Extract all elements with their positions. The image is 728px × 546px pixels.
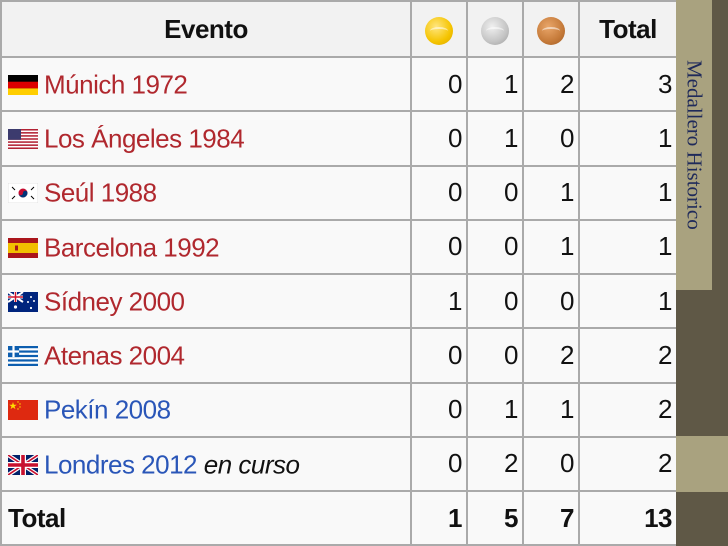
gold-count: 0 — [410, 381, 468, 438]
side-title-bar: Medallero Historico — [676, 0, 712, 290]
bronze-count: 1 — [522, 164, 580, 221]
silver-count: 1 — [466, 110, 524, 167]
event-note: en curso — [203, 449, 300, 480]
event-cell: Múnich 1972 — [0, 55, 412, 113]
silver-count: 0 — [466, 164, 524, 221]
flag-usa-icon — [8, 129, 38, 150]
event-label: Atenas 2004 — [44, 341, 185, 371]
gold-count: 0 — [410, 55, 468, 113]
bronze-count: 0 — [522, 110, 580, 167]
flag-spain-icon — [8, 237, 38, 258]
total-count: 1 — [578, 272, 678, 330]
event-link[interactable]: Atenas 2004 — [44, 340, 185, 371]
silver-count: 0 — [466, 327, 524, 384]
bronze-count: 1 — [522, 218, 580, 276]
event-link[interactable]: Sídney 2000 — [44, 286, 185, 317]
totals-row: Total 1 5 7 13 — [0, 490, 678, 546]
totals-bronze: 7 — [522, 490, 580, 546]
silver-medal-icon — [481, 16, 509, 45]
event-label: Sídney 2000 — [44, 286, 185, 316]
flag-west-germany-icon — [8, 74, 38, 95]
flag-uk-icon — [8, 454, 38, 475]
bronze-count: 0 — [522, 272, 580, 330]
table-row: Seúl 1988 0 0 1 1 — [0, 164, 678, 221]
totals-label: Total — [0, 490, 412, 546]
event-cell: Sídney 2000 — [0, 272, 412, 330]
event-label: Pekín 2008 — [44, 395, 171, 425]
table-row: Atenas 2004 0 0 2 2 — [0, 327, 678, 384]
event-link[interactable]: Londres 2012 — [44, 449, 198, 480]
totals-silver: 5 — [466, 490, 524, 546]
total-count: 2 — [578, 435, 678, 493]
event-link[interactable]: Pekín 2008 — [44, 394, 171, 425]
event-label: Múnich 1972 — [44, 69, 188, 100]
event-cell: Seúl 1988 — [0, 164, 412, 221]
bronze-count: 0 — [522, 435, 580, 493]
totals-total: 13 — [578, 490, 678, 546]
flag-china-icon — [8, 400, 38, 421]
silver-count: 0 — [466, 218, 524, 276]
table-row: Pekín 2008 0 1 1 2 — [0, 381, 678, 438]
table-row: Barcelona 1992 0 0 1 1 — [0, 218, 678, 276]
event-label: Londres 2012 en curso — [44, 449, 300, 479]
flag-greece-icon — [8, 346, 38, 367]
flag-australia-icon — [8, 291, 38, 312]
event-link[interactable]: Barcelona 1992 — [44, 232, 220, 263]
event-label: Seúl 1988 — [44, 178, 157, 208]
total-count: 1 — [578, 218, 678, 276]
total-count: 1 — [578, 164, 678, 221]
bronze-count: 1 — [522, 381, 580, 438]
gold-count: 0 — [410, 110, 468, 167]
table-row: Múnich 1972 0 1 2 3 — [0, 55, 678, 113]
event-cell: Atenas 2004 — [0, 327, 412, 384]
header-silver[interactable] — [466, 0, 524, 58]
header-bronze[interactable] — [522, 0, 580, 58]
gold-count: 0 — [410, 218, 468, 276]
event-cell: Los Ángeles 1984 — [0, 110, 412, 167]
silver-count: 1 — [466, 381, 524, 438]
total-count: 2 — [578, 327, 678, 384]
gold-count: 0 — [410, 164, 468, 221]
side-accent-block — [676, 436, 728, 492]
header-total[interactable]: Total — [578, 0, 678, 58]
flag-south-korea-icon — [8, 183, 38, 204]
header-gold[interactable] — [410, 0, 468, 58]
table-row: Sídney 2000 1 0 0 1 — [0, 272, 678, 330]
bronze-medal-icon — [537, 16, 565, 45]
medal-table: Evento Total Múnich 1972 0 1 2 3 Los Ángeles … — [0, 0, 678, 546]
event-link[interactable]: Seúl 1988 — [44, 177, 157, 208]
silver-count: 2 — [466, 435, 524, 493]
event-link[interactable]: Los Ángeles 1984 — [44, 123, 245, 154]
table-header-row: Evento Total — [0, 0, 678, 58]
medal-table-container: Evento Total Múnich 1972 0 1 2 3 Los Ángeles … — [0, 0, 678, 546]
bronze-count: 2 — [522, 327, 580, 384]
event-cell: Barcelona 1992 — [0, 218, 412, 276]
gold-count: 0 — [410, 327, 468, 384]
event-label: Los Ángeles 1984 — [44, 123, 245, 154]
event-label: Barcelona 1992 — [44, 232, 220, 263]
table-row: Los Ángeles 1984 0 1 0 1 — [0, 110, 678, 167]
total-count: 2 — [578, 381, 678, 438]
totals-gold: 1 — [410, 490, 468, 546]
table-row: Londres 2012 en curso 0 2 0 2 — [0, 435, 678, 493]
header-event[interactable]: Evento — [0, 0, 412, 58]
event-cell: Londres 2012 en curso — [0, 435, 412, 493]
total-count: 3 — [578, 55, 678, 113]
bronze-count: 2 — [522, 55, 580, 113]
gold-count: 0 — [410, 435, 468, 493]
silver-count: 1 — [466, 55, 524, 113]
event-link[interactable]: Múnich 1972 — [44, 69, 188, 100]
event-cell: Pekín 2008 — [0, 381, 412, 438]
gold-medal-icon — [425, 16, 453, 45]
total-count: 1 — [578, 110, 678, 167]
gold-count: 1 — [410, 272, 468, 330]
side-title: Medallero Historico — [682, 60, 707, 230]
silver-count: 0 — [466, 272, 524, 330]
